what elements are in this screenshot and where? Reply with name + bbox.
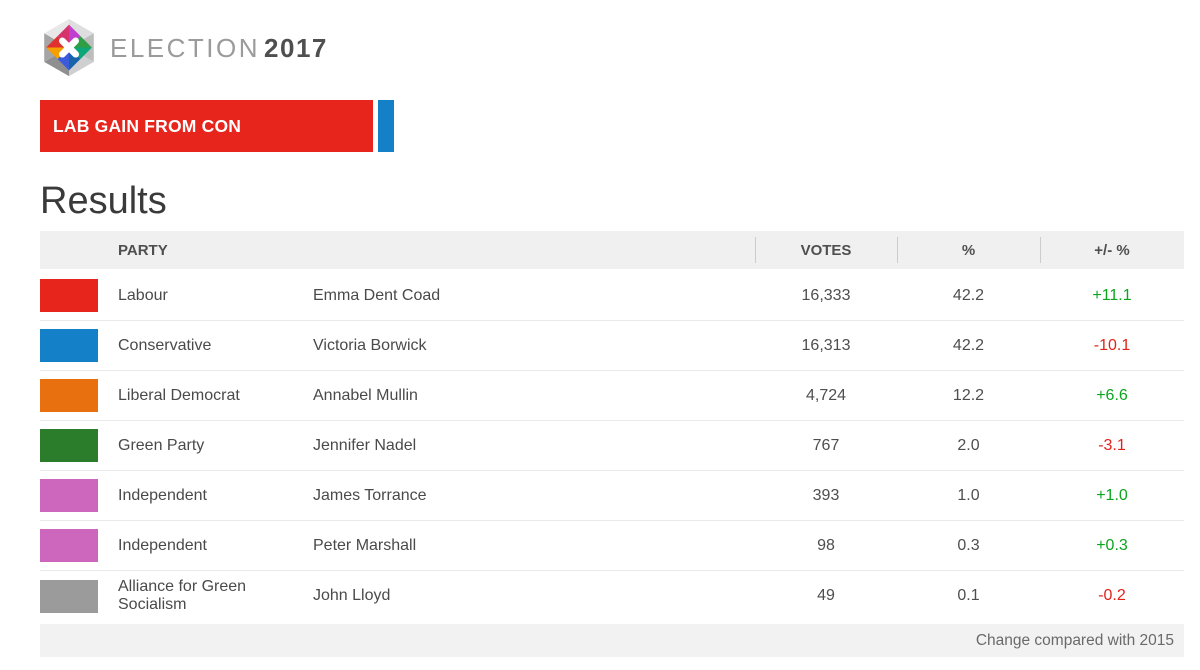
page-title: Results (40, 180, 167, 222)
result-row: Independent James Torrance 393 1.0 +1.0 (40, 471, 1184, 521)
votes-value: 767 (812, 436, 840, 454)
result-row: Green Party Jennifer Nadel 767 2.0 -3.1 (40, 421, 1184, 471)
column-header-party: PARTY (118, 241, 168, 259)
change-value: +1.0 (1096, 486, 1128, 504)
percent-value: 12.2 (952, 386, 985, 404)
column-header-votes: VOTES (755, 242, 897, 259)
result-row: Conservative Victoria Borwick 16,313 42.… (40, 321, 1184, 371)
votes-value: 16,313 (801, 336, 851, 354)
results-table-header: PARTY VOTES % +/- % (40, 231, 1184, 269)
logo-wordmark: ELECTION 2017 (110, 33, 328, 64)
result-row: Labour Emma Dent Coad 16,333 42.2 +11.1 (40, 271, 1184, 321)
percent-value: 42.2 (952, 286, 985, 304)
site-header: ELECTION 2017 (40, 18, 328, 79)
party-name: Labour (118, 286, 168, 304)
election-cube-logo-icon (44, 18, 94, 77)
logo-year-text: 2017 (264, 33, 328, 63)
change-value: -10.1 (1093, 336, 1131, 354)
results-table-body: Labour Emma Dent Coad 16,333 42.2 +11.1 … (40, 271, 1184, 621)
percent-value: 0.1 (957, 587, 980, 604)
result-banner: LAB GAIN FROM CON (40, 100, 394, 152)
party-name: Independent (118, 486, 207, 504)
candidate-name: Victoria Borwick (313, 336, 427, 354)
result-banner-loser-bar (378, 100, 394, 152)
party-name: Conservative (118, 336, 212, 354)
candidate-name: James Torrance (313, 486, 427, 504)
change-value: +6.6 (1096, 386, 1128, 404)
change-value: -3.1 (1098, 436, 1126, 454)
logo-election-text: ELECTION (110, 33, 261, 63)
results-table-footer: Change compared with 2015 (40, 624, 1184, 657)
percent-value: 1.0 (957, 486, 980, 504)
party-name: Independent (118, 536, 207, 554)
candidate-name: Peter Marshall (313, 536, 417, 554)
party-color-swatch (40, 379, 98, 412)
party-color-swatch (40, 579, 98, 613)
column-header-pct: % (897, 242, 1040, 259)
party-color-swatch (40, 479, 98, 512)
result-banner-label: LAB GAIN FROM CON (53, 115, 242, 136)
change-value: -0.2 (1098, 587, 1126, 604)
candidate-name: Annabel Mullin (313, 386, 418, 404)
result-row: Independent Peter Marshall 98 0.3 +0.3 (40, 521, 1184, 571)
percent-value: 2.0 (957, 436, 980, 454)
party-name: Green Party (118, 436, 205, 454)
party-name: Liberal Democrat (118, 386, 240, 404)
party-color-swatch (40, 529, 98, 562)
change-value: +0.3 (1096, 536, 1128, 554)
result-row: Liberal Democrat Annabel Mullin 4,724 12… (40, 371, 1184, 421)
result-banner-label-box: LAB GAIN FROM CON (40, 100, 373, 152)
party-name: Alliance for Green Socialism (118, 578, 247, 613)
party-color-swatch (40, 329, 98, 362)
column-header-change: +/- % (1040, 242, 1184, 259)
votes-value: 393 (812, 486, 840, 504)
votes-value: 49 (817, 587, 835, 604)
candidate-name: John Lloyd (313, 587, 391, 604)
result-row: Alliance for Green Socialism John Lloyd … (40, 571, 1184, 621)
votes-value: 98 (817, 536, 835, 554)
votes-value: 16,333 (801, 286, 851, 304)
percent-value: 42.2 (952, 336, 985, 354)
results-table: PARTY VOTES % +/- % Labour Emma Dent Coa… (40, 231, 1184, 657)
change-baseline-note: Change compared with 2015 (975, 631, 1174, 649)
candidate-name: Emma Dent Coad (313, 286, 441, 304)
party-color-swatch (40, 429, 98, 462)
candidate-name: Jennifer Nadel (313, 436, 417, 454)
party-color-swatch (40, 279, 98, 312)
percent-value: 0.3 (957, 536, 980, 554)
votes-value: 4,724 (805, 386, 847, 404)
change-value: +11.1 (1092, 286, 1132, 304)
